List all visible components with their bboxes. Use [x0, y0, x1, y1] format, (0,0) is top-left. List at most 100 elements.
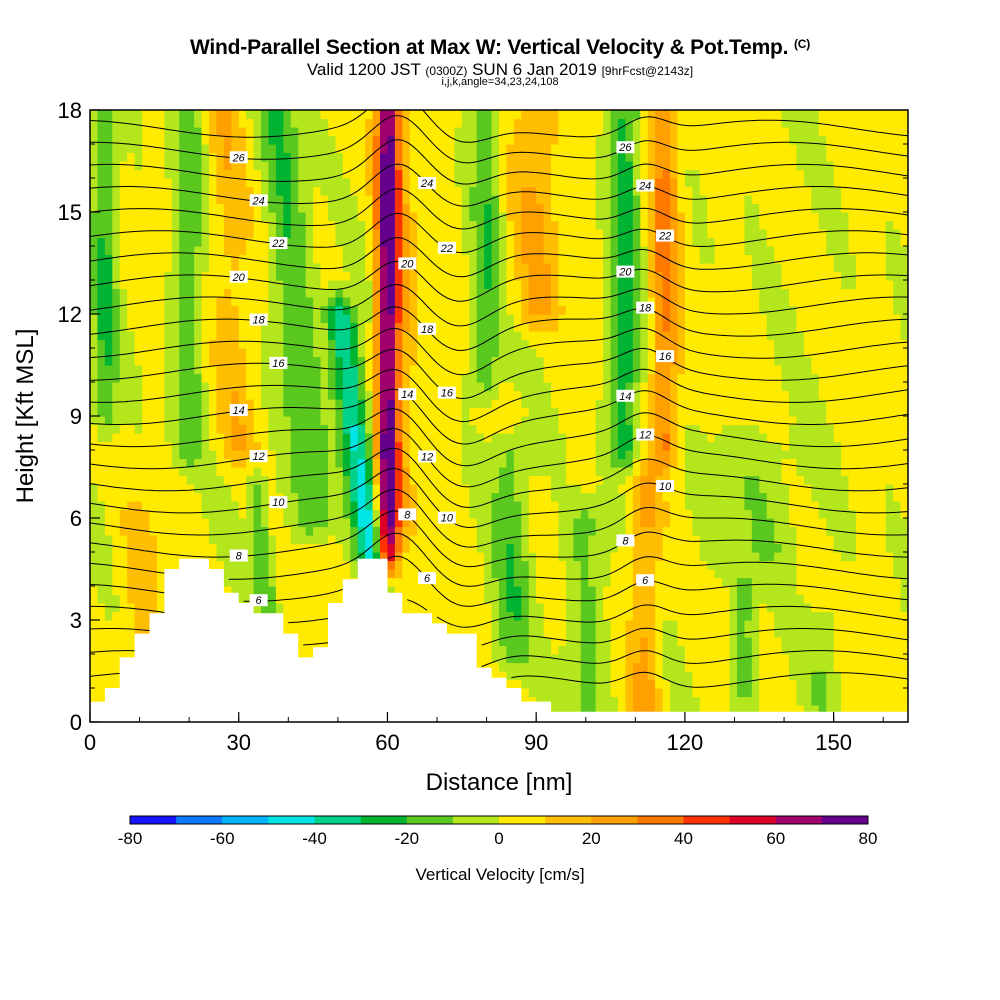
velocity-cell — [610, 552, 619, 562]
velocity-cell — [647, 688, 656, 698]
velocity-cell — [112, 654, 121, 664]
velocity-cell — [357, 475, 366, 485]
velocity-cell — [729, 569, 738, 579]
velocity-cell — [766, 586, 775, 596]
velocity-cell — [521, 518, 530, 528]
velocity-cell — [692, 365, 701, 375]
velocity-cell — [171, 339, 180, 349]
velocity-cell — [573, 645, 582, 655]
velocity-cell — [766, 620, 775, 630]
velocity-cell — [90, 458, 99, 468]
velocity-cell — [647, 501, 656, 511]
velocity-cell — [424, 382, 433, 392]
velocity-cell — [417, 382, 426, 392]
velocity-cell — [275, 433, 284, 443]
velocity-cell — [796, 594, 805, 604]
velocity-cell — [714, 441, 723, 451]
velocity-cell — [499, 637, 508, 647]
velocity-cell — [818, 611, 827, 621]
velocity-cell — [848, 535, 857, 545]
velocity-cell — [223, 390, 232, 400]
velocity-cell — [97, 662, 106, 672]
velocity-cell — [365, 450, 374, 460]
velocity-cell — [112, 569, 121, 579]
velocity-cell — [796, 705, 805, 715]
velocity-cell — [796, 654, 805, 664]
velocity-cell — [558, 501, 567, 511]
velocity-cell — [722, 654, 731, 664]
velocity-cell — [461, 373, 470, 383]
velocity-cell — [551, 637, 560, 647]
velocity-cell — [134, 492, 143, 502]
velocity-cell — [900, 603, 908, 613]
velocity-cell — [803, 390, 812, 400]
velocity-cell — [268, 339, 277, 349]
velocity-cell — [565, 560, 574, 570]
velocity-cell — [684, 441, 693, 451]
velocity-cell — [521, 569, 530, 579]
velocity-cell — [625, 637, 634, 647]
velocity-cell — [855, 390, 864, 400]
velocity-cell — [372, 501, 381, 511]
velocity-cell — [171, 492, 180, 502]
velocity-cell — [394, 543, 403, 553]
velocity-cell — [469, 552, 478, 562]
velocity-cell — [714, 671, 723, 681]
velocity-cell — [744, 679, 753, 689]
velocity-cell — [803, 399, 812, 409]
velocity-cell — [818, 645, 827, 655]
velocity-cell — [335, 339, 344, 349]
velocity-cell — [112, 560, 121, 570]
velocity-cell — [402, 535, 411, 545]
velocity-cell — [268, 399, 277, 409]
velocity-cell — [551, 518, 560, 528]
velocity-cell — [722, 382, 731, 392]
velocity-cell — [565, 450, 574, 460]
velocity-cell — [751, 654, 760, 664]
velocity-cell — [826, 484, 835, 494]
velocity-cell — [342, 331, 351, 341]
velocity-cell — [112, 433, 121, 443]
velocity-cell — [179, 416, 188, 426]
velocity-cell — [803, 552, 812, 562]
velocity-cell — [253, 390, 262, 400]
velocity-cell — [736, 577, 745, 587]
velocity-cell — [729, 509, 738, 519]
velocity-cell — [573, 654, 582, 664]
velocity-cell — [521, 407, 530, 417]
velocity-cell — [305, 594, 314, 604]
velocity-cell — [774, 348, 783, 358]
velocity-cell — [327, 365, 336, 375]
velocity-cell — [736, 586, 745, 596]
velocity-cell — [796, 671, 805, 681]
velocity-cell — [744, 543, 753, 553]
velocity-cell — [216, 390, 225, 400]
velocity-cell — [789, 603, 798, 613]
velocity-cell — [818, 688, 827, 698]
velocity-cell — [298, 433, 307, 443]
velocity-cell — [127, 356, 136, 366]
velocity-cell — [595, 560, 604, 570]
velocity-cell — [759, 356, 768, 366]
velocity-cell — [142, 382, 151, 392]
velocity-cell — [506, 467, 515, 477]
velocity-cell — [112, 645, 121, 655]
velocity-cell — [290, 535, 299, 545]
velocity-cell — [246, 492, 255, 502]
velocity-cell — [298, 594, 307, 604]
velocity-cell — [595, 543, 604, 553]
velocity-cell — [223, 484, 232, 494]
velocity-cell — [223, 518, 232, 528]
velocity-cell — [751, 637, 760, 647]
velocity-cell — [595, 671, 604, 681]
velocity-cell — [216, 492, 225, 502]
velocity-cell — [551, 458, 560, 468]
velocity-cell — [603, 501, 612, 511]
velocity-cell — [781, 696, 790, 706]
velocity-cell — [774, 339, 783, 349]
velocity-cell — [565, 662, 574, 672]
velocity-cell — [506, 577, 515, 587]
velocity-cell — [558, 441, 567, 451]
velocity-cell — [298, 484, 307, 494]
velocity-cell — [484, 356, 493, 366]
